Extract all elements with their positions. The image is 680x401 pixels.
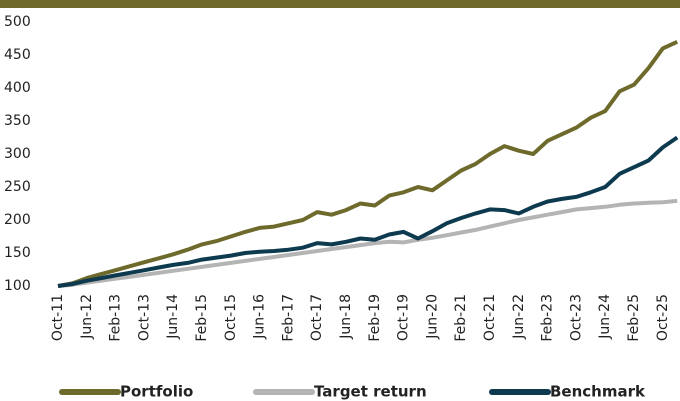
x-tick-label: Jun-16: [252, 294, 268, 340]
y-tick-label: 500: [4, 14, 31, 30]
x-tick-label: Jun-14: [165, 294, 181, 340]
legend-label: Portfolio: [120, 383, 193, 401]
y-tick-label: 200: [4, 212, 31, 228]
y-tick-label: 250: [4, 179, 31, 195]
x-tick-label: Feb-15: [194, 294, 210, 342]
x-tick-label: Oct-23: [568, 294, 584, 341]
x-tick-label: Oct-15: [223, 294, 239, 341]
legend-label: Target return: [314, 383, 427, 401]
x-tick-label: Feb-21: [453, 294, 469, 342]
y-tick-label: 450: [4, 47, 31, 63]
x-tick-label: Feb-25: [626, 294, 642, 342]
x-tick-label: Jun-22: [511, 294, 527, 340]
x-tick-label: Feb-17: [280, 294, 296, 342]
x-tick-label: Oct-11: [50, 294, 66, 341]
x-tick-label: Jun-18: [338, 294, 354, 340]
y-tick-label: 400: [4, 80, 31, 96]
series-line: [57, 39, 679, 288]
header-band: [0, 0, 680, 8]
y-tick-label: 350: [4, 113, 31, 129]
x-tick-label: Oct-19: [396, 294, 412, 341]
x-tick-label: Oct-13: [136, 294, 152, 341]
x-tick-label: Feb-19: [367, 294, 383, 342]
x-tick-label: Jun-20: [424, 294, 440, 340]
x-tick-label: Oct-21: [482, 294, 498, 341]
series-line: [57, 198, 678, 288]
y-tick-label: 300: [4, 146, 31, 162]
x-tick-label: Oct-25: [655, 294, 671, 341]
y-tick-label: 150: [4, 245, 31, 261]
x-tick-label: Oct-17: [309, 294, 325, 341]
x-tick-label: Jun-24: [597, 294, 613, 340]
x-tick-label: Jun-12: [79, 294, 95, 340]
legend-label: Benchmark: [550, 383, 646, 401]
x-tick-label: Feb-13: [108, 294, 124, 342]
series-line: [57, 135, 679, 288]
x-tick-label: Feb-23: [540, 294, 556, 342]
y-tick-label: 100: [4, 278, 31, 294]
